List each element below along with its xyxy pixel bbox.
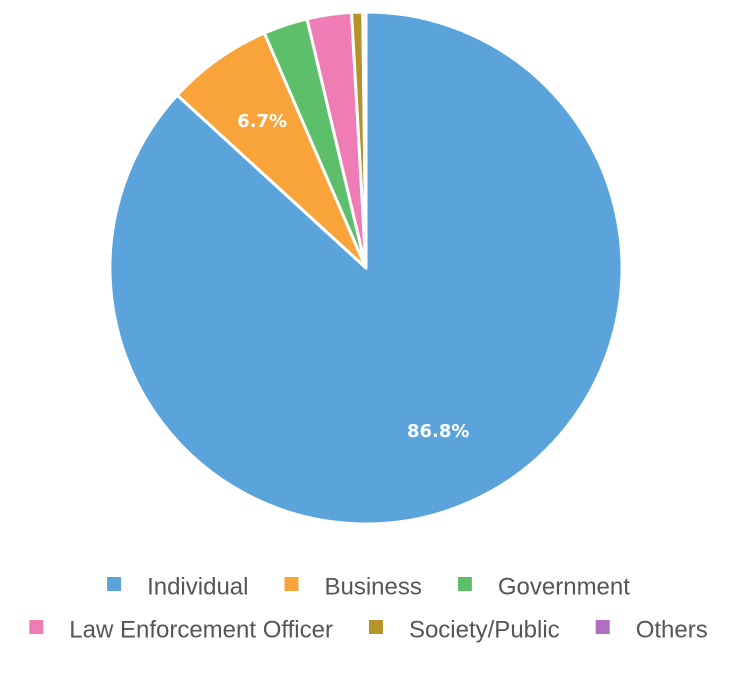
legend-item-government[interactable]: Government <box>457 573 630 600</box>
legend-item-society-public[interactable]: Society/Public <box>368 616 560 643</box>
legend-swatch-others <box>595 620 610 634</box>
slice-label-individual: 86.8% <box>407 421 469 442</box>
legend-row: Individual Business Government <box>107 573 630 600</box>
legend-label-others: Others <box>636 616 708 643</box>
slice-label-business: 6.7% <box>237 111 287 132</box>
legend-swatch-law-enforcement-officer <box>29 620 44 634</box>
legend-swatch-individual <box>107 577 122 591</box>
legend-label-business: Business <box>324 573 421 600</box>
legend-swatch-society-public <box>368 620 383 634</box>
legend-label-society-public: Society/Public <box>409 616 560 643</box>
pie-slice-labels: 86.8% 6.7% <box>237 111 469 442</box>
legend-swatch-business <box>284 577 299 591</box>
legend-item-law-enforcement-officer[interactable]: Law Enforcement Officer <box>29 616 333 643</box>
legend-row: Law Enforcement Officer Society/Public Oth… <box>29 616 708 643</box>
pie-slices <box>108 10 624 526</box>
pie-slice-others[interactable] <box>361 10 368 270</box>
pie-slice-business[interactable] <box>175 31 368 270</box>
legend-item-business[interactable]: Business <box>284 573 422 600</box>
legend-item-individual[interactable]: Individual <box>107 573 248 600</box>
legend-label-individual: Individual <box>147 573 248 600</box>
legend: Individual Business Government Law Enforcem… <box>29 573 708 643</box>
legend-label-law-enforcement-officer: Law Enforcement Officer <box>69 616 333 643</box>
legend-label-government: Government <box>498 573 630 600</box>
legend-item-others[interactable]: Others <box>595 616 708 643</box>
legend-swatch-government <box>457 577 472 591</box>
